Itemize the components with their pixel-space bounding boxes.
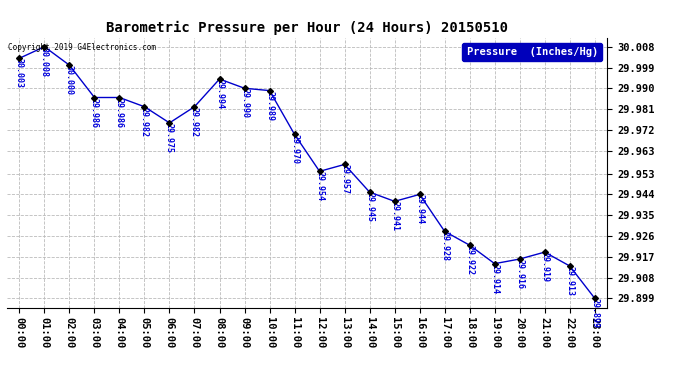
Text: 29.982: 29.982 [190,107,199,137]
Text: 29.941: 29.941 [390,201,399,231]
Text: 29.919: 29.919 [540,252,549,282]
Title: Barometric Pressure per Hour (24 Hours) 20150510: Barometric Pressure per Hour (24 Hours) … [106,21,508,35]
Text: 29.975: 29.975 [165,123,174,153]
Text: 29.994: 29.994 [215,79,224,109]
Text: 29.928: 29.928 [440,231,449,261]
Text: 29.916: 29.916 [515,259,524,289]
Text: 29.944: 29.944 [415,194,424,224]
Legend: Pressure  (Inches/Hg): Pressure (Inches/Hg) [462,43,602,61]
Text: 29.990: 29.990 [240,88,249,118]
Text: 30.008: 30.008 [40,47,49,77]
Text: 29.914: 29.914 [490,264,499,294]
Text: 30.003: 30.003 [15,58,24,88]
Text: 29.954: 29.954 [315,171,324,201]
Text: 29.957: 29.957 [340,164,349,194]
Text: Copyright 2019 G4Electronics.com: Copyright 2019 G4Electronics.com [8,43,156,52]
Text: 29.922: 29.922 [465,245,474,275]
Text: 30.000: 30.000 [65,65,74,95]
Text: 29.913: 29.913 [565,266,574,296]
Text: 29.970: 29.970 [290,134,299,164]
Text: 29.982: 29.982 [140,107,149,137]
Text: 29.986: 29.986 [115,98,124,128]
Text: 29.899: 29.899 [590,298,599,328]
Text: 29.986: 29.986 [90,98,99,128]
Text: 29.989: 29.989 [265,91,274,121]
Text: 29.945: 29.945 [365,192,374,222]
